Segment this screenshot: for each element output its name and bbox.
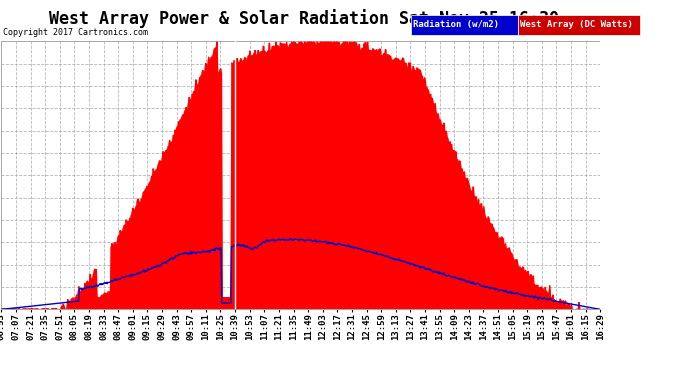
Text: Copyright 2017 Cartronics.com: Copyright 2017 Cartronics.com bbox=[3, 28, 148, 37]
Text: West Array Power & Solar Radiation Sat Nov 25 16:30: West Array Power & Solar Radiation Sat N… bbox=[48, 9, 559, 28]
Text: West Array (DC Watts): West Array (DC Watts) bbox=[520, 20, 633, 30]
Text: Radiation (w/m2): Radiation (w/m2) bbox=[413, 20, 500, 30]
